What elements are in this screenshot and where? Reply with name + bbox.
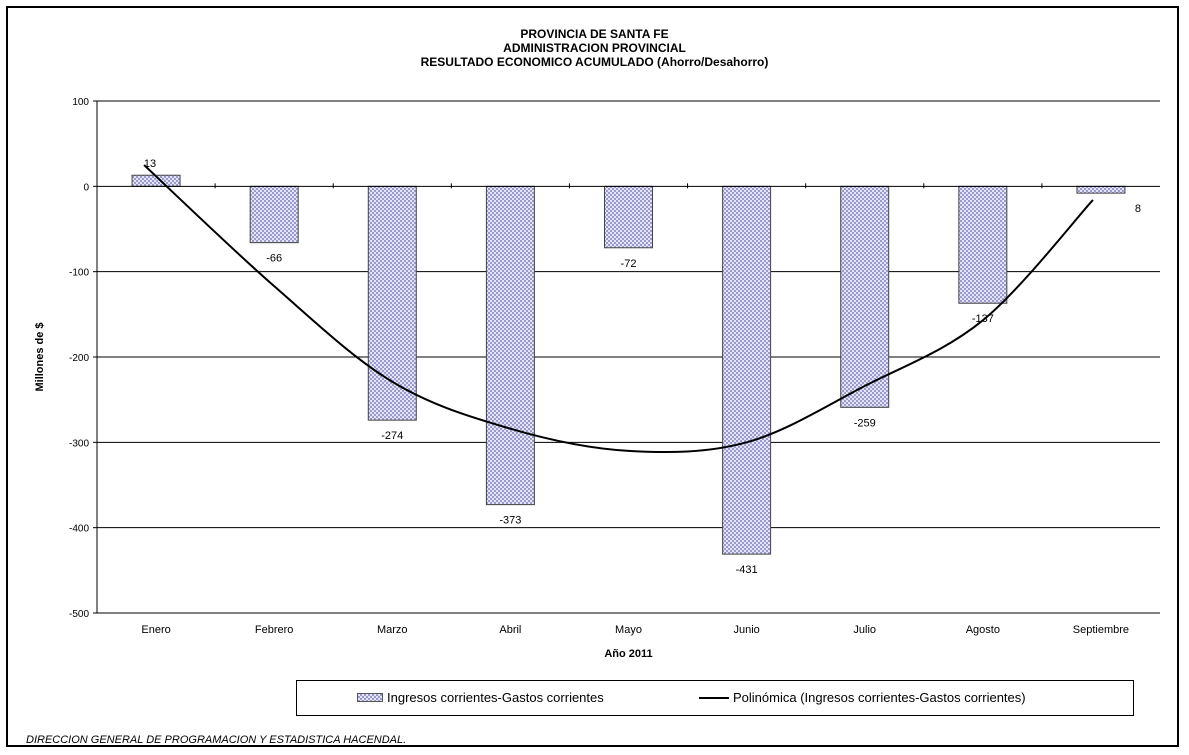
x-tick-label: Enero <box>141 624 170 636</box>
legend-bar-swatch <box>357 693 383 702</box>
chart-title-line-2: ADMINISTRACION PROVINCIAL <box>503 41 686 55</box>
bar <box>958 185 1008 304</box>
data-label: 13 <box>144 158 156 170</box>
bar <box>722 185 772 555</box>
x-tick-label: Mayo <box>615 624 642 636</box>
y-tick-label: -500 <box>69 609 89 620</box>
x-axis-title: Año 2011 <box>604 648 652 660</box>
x-tick-label: Junio <box>733 624 759 636</box>
y-tick-label: -400 <box>69 524 89 535</box>
chart-title-line-3: RESULTADO ECONOMICO ACUMULADO (Ahorro/De… <box>420 55 769 69</box>
data-label: -137 <box>972 313 994 325</box>
legend-bar-label: Ingresos corrientes-Gastos corrientes <box>387 690 604 705</box>
x-tick-label: Julio <box>853 624 876 636</box>
y-axis-title: Millones de $ <box>34 322 46 391</box>
source-footer: DIRECCION GENERAL DE PROGRAMACION Y ESTA… <box>26 734 407 746</box>
legend-item-trendline: Polinómica (Ingresos corrientes-Gastos c… <box>699 690 1026 705</box>
trendline-path <box>143 164 1094 454</box>
bar <box>840 185 890 408</box>
chart-frame <box>6 6 1179 747</box>
x-tick-label: Abril <box>499 624 521 636</box>
x-tick-label: Febrero <box>255 624 294 636</box>
y-tick-label: -200 <box>69 353 89 364</box>
chart-legend: Ingresos corrientes-Gastos corrientes Po… <box>296 680 1134 716</box>
y-tick-label: 100 <box>72 97 89 108</box>
data-label: -373 <box>499 515 521 527</box>
y-tick-label: 0 <box>83 182 89 193</box>
chart-title-line-1: PROVINCIA DE SANTA FE <box>520 27 669 41</box>
data-label: -431 <box>736 564 758 576</box>
data-label: -66 <box>266 253 282 265</box>
data-label: -274 <box>381 430 403 442</box>
x-tick-label: Septiembre <box>1073 624 1129 636</box>
x-tick-label: Agosto <box>966 624 1000 636</box>
data-label: -259 <box>854 417 876 429</box>
bar <box>249 185 299 244</box>
bar <box>604 185 653 249</box>
bar <box>1076 185 1126 194</box>
legend-trend-label: Polinómica (Ingresos corrientes-Gastos c… <box>733 690 1026 705</box>
bar <box>485 185 535 506</box>
y-tick-label: -300 <box>69 438 89 449</box>
y-tick-label: -100 <box>69 268 89 279</box>
bar <box>367 185 417 421</box>
legend-item-bars: Ingresos corrientes-Gastos corrientes <box>357 690 604 705</box>
x-tick-label: Marzo <box>377 624 408 636</box>
data-label: 8 <box>1135 203 1141 215</box>
legend-line-swatch <box>699 696 729 699</box>
data-label: -72 <box>621 258 637 270</box>
